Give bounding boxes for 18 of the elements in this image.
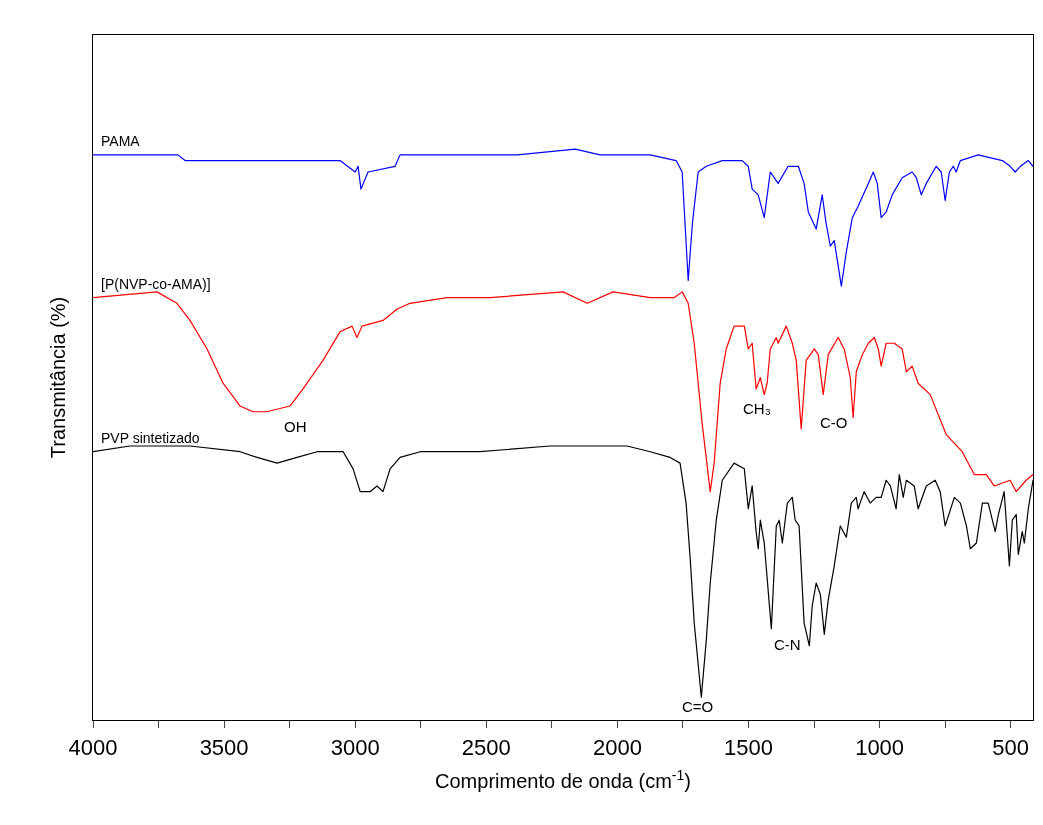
y-axis-title: Transmitância (%)	[47, 296, 70, 459]
annotation: C=O	[682, 698, 714, 715]
series-label: [P(NVP-co-AMA)]	[101, 276, 211, 292]
x-tick-label: 1500	[724, 734, 773, 760]
x-tick-label: 2000	[592, 734, 642, 760]
x-tick-label: 4000	[68, 734, 118, 760]
annotation: C-N	[774, 636, 801, 653]
annotation: CH₃	[743, 400, 771, 417]
annotation: C-O	[820, 414, 848, 431]
x-tick-label: 3000	[330, 734, 380, 760]
x-tick-label: 500	[992, 734, 1030, 760]
x-tick-label: 2500	[461, 734, 511, 760]
x-tick-label: 3500	[199, 734, 249, 760]
x-axis-title: Comprimento de onda (cm$^{-1}$)	[435, 766, 691, 792]
x-tick-label: 1000	[855, 734, 905, 760]
series-label: PVP sintetizado	[101, 430, 200, 446]
annotation: OH	[284, 418, 307, 435]
series-label: PAMA	[101, 133, 141, 149]
